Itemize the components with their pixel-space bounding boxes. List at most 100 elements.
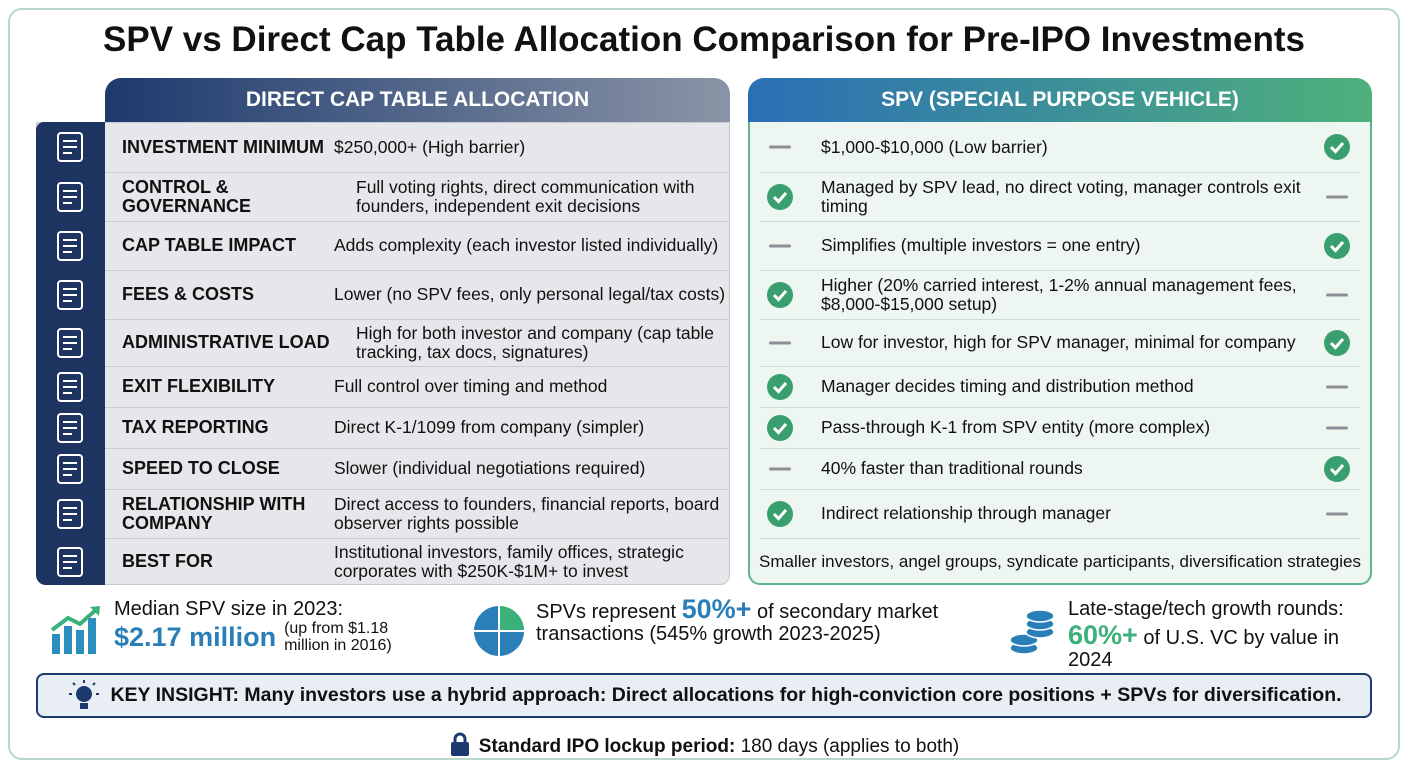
insight-box: KEY INSIGHT: Many investors use a hybrid…: [36, 673, 1372, 718]
row-icon: [57, 546, 83, 577]
row-divider: [760, 448, 1360, 449]
footer-label: Standard IPO lockup period:: [478, 736, 736, 757]
row-divider: [105, 366, 730, 367]
row-label: BEST FOR: [122, 551, 214, 571]
check-icon: [767, 414, 793, 441]
row-icon: [57, 453, 83, 484]
title: SPV vs Direct Cap Table Allocation Compa…: [103, 20, 1305, 59]
row-icon: [57, 181, 83, 212]
row-icon: [57, 371, 83, 402]
row-divider: [105, 407, 730, 408]
check-icon: [767, 281, 793, 308]
spv-text: Low for investor, high for SPV manager, …: [821, 332, 1296, 352]
spv-text: Higher (20% carried interest, 1-2% annua…: [821, 274, 1297, 314]
direct-text: Institutional investors, family offices,…: [334, 541, 684, 581]
row-divider: [105, 221, 730, 222]
row-divider: [105, 270, 730, 271]
row-divider: [760, 489, 1360, 490]
row-label: ADMINISTRATIVE LOAD: [122, 332, 330, 352]
direct-text: Slower (individual negotiations required…: [334, 458, 646, 478]
row-label: TAX REPORTING: [122, 417, 269, 437]
direct-text: $250,000+ (High barrier): [334, 136, 526, 157]
row-icon: [57, 327, 83, 358]
row-divider: [760, 407, 1360, 408]
row-label: RELATIONSHIP WITH COMPANY: [122, 493, 306, 533]
check-icon: [767, 373, 793, 400]
row-label: SPEED TO CLOSE: [122, 458, 280, 478]
stat-lead: Late-stage/tech growth rounds:: [1068, 598, 1344, 620]
stat-lead: SPVs represent: [536, 601, 677, 623]
left-header: DIRECT CAP TABLE ALLOCATION: [105, 78, 730, 122]
stat-lead: Median SPV size in 2023:: [114, 598, 344, 620]
row-label: INVESTMENT MINIMUM: [122, 136, 324, 157]
spv-text: Pass-through K-1 from SPV entity (more c…: [821, 417, 1211, 437]
row-divider: [105, 319, 730, 320]
pie-icon: [474, 606, 524, 656]
row-label: EXIT FLEXIBILITY: [122, 376, 276, 396]
row-label: CAP TABLE IMPACT: [122, 235, 296, 255]
dash-icon: [1326, 195, 1348, 198]
spv-text: 40% faster than traditional rounds: [821, 458, 1083, 478]
frame: [8, 8, 1400, 760]
row-divider: [105, 538, 730, 539]
row-label: CONTROL & GOVERNANCE: [122, 176, 252, 216]
dash-icon: [1326, 426, 1348, 429]
stat-highlight: $2.17 million: [114, 622, 277, 652]
direct-text: Direct K-1/1099 from company (simpler): [334, 417, 645, 437]
coins-icon: [1009, 609, 1055, 655]
direct-text: Full voting rights, direct communication…: [356, 176, 695, 216]
stat: Median SPV size in 2023: $2.17 million (u…: [114, 598, 414, 654]
row-icon: [57, 498, 83, 529]
spv-text: Simplifies (multiple investors = one ent…: [821, 235, 1141, 255]
direct-text: Full control over timing and method: [334, 376, 608, 396]
spv-text: Smaller investors, angel groups, syndica…: [759, 552, 1361, 571]
row-icon: [57, 279, 83, 310]
direct-text: Lower (no SPV fees, only personal legal/…: [334, 284, 726, 304]
spv-text: Managed by SPV lead, no direct voting, m…: [821, 176, 1301, 216]
spv-text: Indirect relationship through manager: [821, 503, 1111, 523]
row-icon: [57, 412, 83, 443]
direct-text: High for both investor and company (cap …: [356, 322, 714, 362]
row-divider: [105, 489, 730, 490]
stat: Late-stage/tech growth rounds: 60%+ of U…: [1068, 598, 1368, 671]
dash-icon: [1326, 512, 1348, 515]
row-label: FEES & COSTS: [122, 284, 255, 304]
right-panel: [748, 122, 1372, 585]
left-panel: [36, 122, 730, 585]
footer: Standard IPO lockup period: 180 days (ap…: [0, 731, 1408, 758]
bulb-icon: [69, 679, 100, 709]
check-icon: [767, 500, 793, 527]
row-divider: [760, 538, 1360, 539]
stat-note: of U.S. VC by value in 2024: [1068, 627, 1340, 671]
dash-icon: [1326, 293, 1348, 296]
stat-note: of secondary market transactions (545% g…: [536, 601, 939, 645]
stat-highlight: 60%+: [1068, 620, 1138, 650]
direct-text: Adds complexity (each investor listed in…: [334, 235, 719, 255]
stat-note: (up from $1.18 million in 2016): [284, 620, 392, 654]
row-divider: [105, 448, 730, 449]
chart-icon: [50, 606, 100, 654]
row-icon: [57, 230, 83, 261]
check-icon: [767, 183, 793, 210]
check-icon: [1324, 232, 1350, 259]
spv-text: Manager decides timing and distribution …: [821, 376, 1194, 396]
lock-icon: [450, 732, 469, 756]
insight-text: KEY INSIGHT: Many investors use a hybrid…: [110, 684, 1342, 706]
stat: SPVs represent 50%+ of secondary market …: [536, 596, 956, 646]
dash-icon: [769, 244, 791, 247]
dash-icon: [1326, 385, 1348, 388]
row-divider: [760, 270, 1360, 271]
dash-icon: [769, 467, 791, 470]
row-divider: [105, 172, 730, 173]
row-divider: [760, 366, 1360, 367]
stat-highlight: 50%+: [681, 594, 752, 624]
right-header: SPV (SPECIAL PURPOSE VEHICLE): [748, 78, 1372, 122]
row-icon: [57, 132, 83, 162]
dash-icon: [769, 145, 791, 149]
dash-icon: [769, 341, 791, 344]
row-divider: [760, 221, 1360, 222]
row-divider: [760, 172, 1360, 173]
direct-text: Direct access to founders, financial rep…: [334, 493, 720, 533]
check-icon: [1324, 134, 1350, 160]
